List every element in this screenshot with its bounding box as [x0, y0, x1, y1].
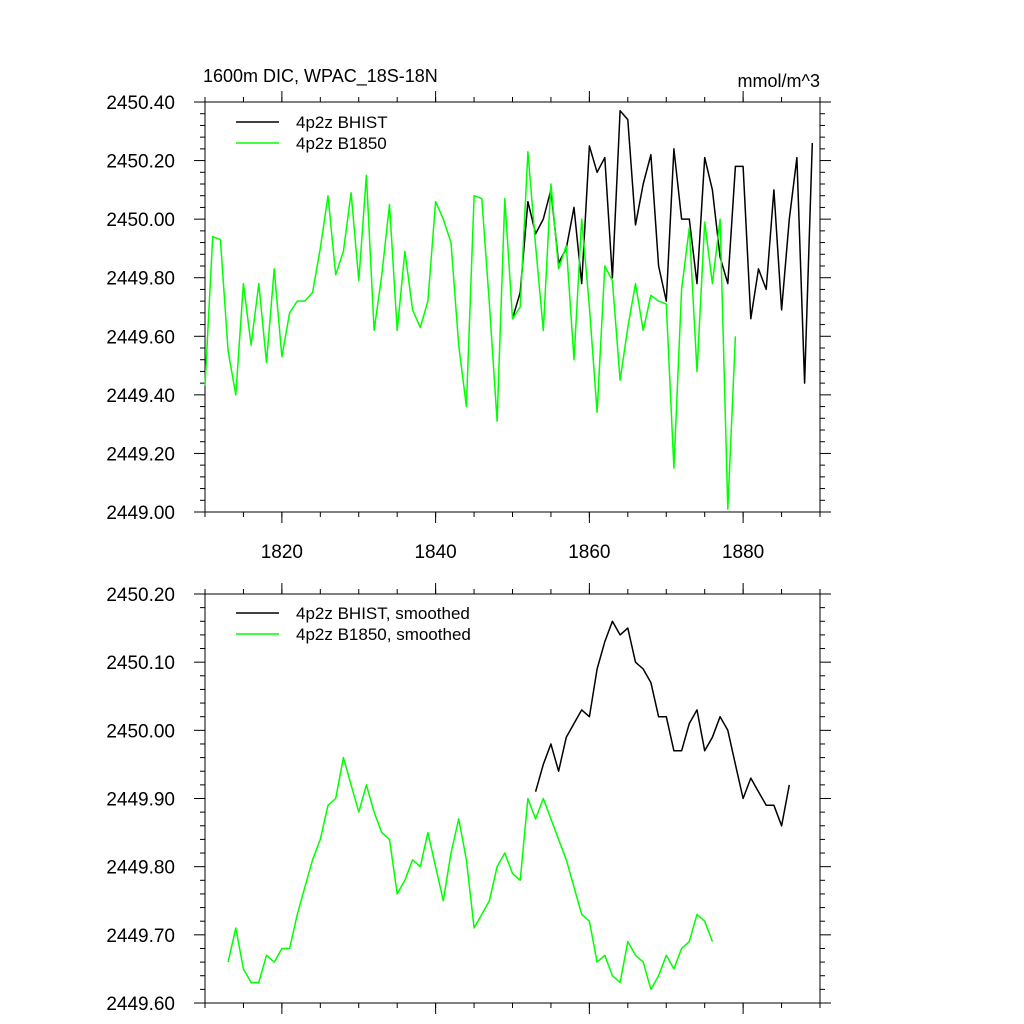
units-label: mmol/m^3	[738, 71, 820, 91]
y-tick-label: 2449.80	[106, 858, 175, 879]
series-line-b1850	[204, 151, 737, 510]
series-line-b1850	[227, 756, 714, 991]
y-tick-label: 2450.10	[106, 653, 175, 674]
y-tick-label: 2450.40	[106, 93, 175, 114]
panel-bottom: 2449.60 2449.70 2449.80 2449.90 2450.00 2450.…	[106, 583, 831, 1015]
x-tick-label: 1880	[722, 542, 764, 563]
y-tick-label: 2450.20	[106, 152, 175, 173]
y-tick-label: 2449.60	[106, 994, 175, 1015]
series-line-bhist	[511, 110, 814, 384]
y-tick-label: 2450.00	[106, 210, 175, 231]
y-tick-label: 2449.20	[106, 444, 175, 465]
y-tick-label: 2449.90	[106, 790, 175, 811]
y-tick-label: 2449.70	[106, 926, 175, 947]
legend-label: 4p2z B1850	[296, 134, 387, 153]
chart-title: 1600m DIC, WPAC_18S-18N	[203, 66, 438, 87]
legend-label: 4p2z B1850, smoothed	[296, 625, 471, 644]
x-tick-label: 1860	[568, 542, 610, 563]
y-tick-label: 2450.20	[106, 585, 175, 606]
y-tick-label: 2449.40	[106, 386, 175, 407]
series-line-bhist	[534, 620, 791, 827]
x-tick-label: 1820	[261, 542, 303, 563]
panel-top: 1820 1840 1860 1880 2449.00 2449.20 2449.40 244…	[106, 66, 831, 563]
x-tick-label: 1840	[414, 542, 456, 563]
plot-frame	[204, 593, 821, 1004]
y-tick-label: 2449.60	[106, 327, 175, 348]
y-tick-label: 2450.00	[106, 721, 175, 742]
y-tick-label: 2449.00	[106, 503, 175, 524]
legend-label: 4p2z BHIST, smoothed	[296, 604, 470, 623]
y-tick-label: 2449.80	[106, 269, 175, 290]
legend-label: 4p2z BHIST	[296, 113, 388, 132]
